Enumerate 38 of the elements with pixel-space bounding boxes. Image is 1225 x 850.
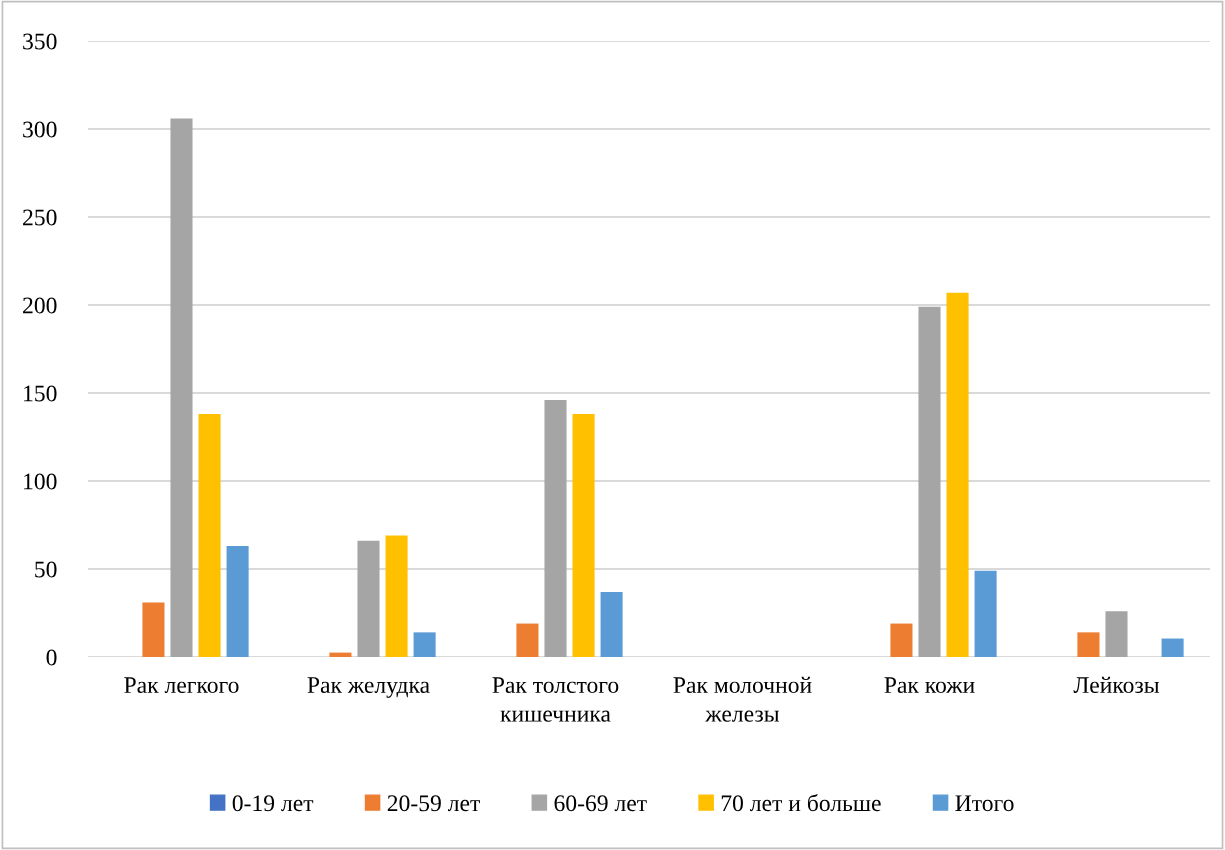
legend-label: Итого: [955, 795, 1014, 812]
bar: [1105, 611, 1128, 657]
y-tick-label: 0: [46, 649, 57, 666]
y-tick-label: 350: [23, 33, 57, 50]
x-tick-label: Рак толстого кишечника: [492, 677, 619, 722]
legend-label: 60-69 лет: [554, 795, 647, 812]
bar: [226, 546, 249, 657]
legend-label: 0-19 лет: [232, 795, 314, 812]
bar: [516, 623, 539, 657]
y-tick-label: 50: [35, 561, 57, 578]
x-tick-label: Рак кожи: [884, 677, 975, 694]
y-tick-label: 200: [23, 297, 57, 314]
bar: [544, 400, 567, 657]
y-tick-label: 250: [23, 209, 57, 226]
bar: [329, 652, 352, 657]
bar: [572, 414, 595, 657]
x-tick-label: Рак желудка: [307, 677, 430, 698]
bar: [170, 118, 193, 657]
bar: [198, 414, 221, 657]
bar: [918, 306, 941, 657]
legend-label: 20-59 лет: [387, 795, 480, 812]
bar: [600, 591, 623, 657]
bar: [1161, 638, 1184, 657]
x-tick-label: Лейкозы: [1073, 676, 1160, 694]
bar: [1077, 632, 1100, 657]
y-tick-label: 150: [24, 385, 57, 402]
y-tick-label: 100: [24, 473, 57, 490]
x-tick-label: Рак молочной железы: [673, 676, 812, 722]
legend-label: 70 лет и больше: [721, 794, 881, 812]
bar: [890, 623, 913, 657]
bar: [974, 570, 997, 657]
bar: [142, 602, 165, 657]
bar: [413, 632, 436, 657]
bar: [357, 540, 380, 657]
bar: [385, 535, 408, 657]
x-tick-label: Рак легкого: [124, 677, 239, 694]
bar: [946, 292, 969, 657]
y-tick-label: 300: [23, 121, 57, 138]
